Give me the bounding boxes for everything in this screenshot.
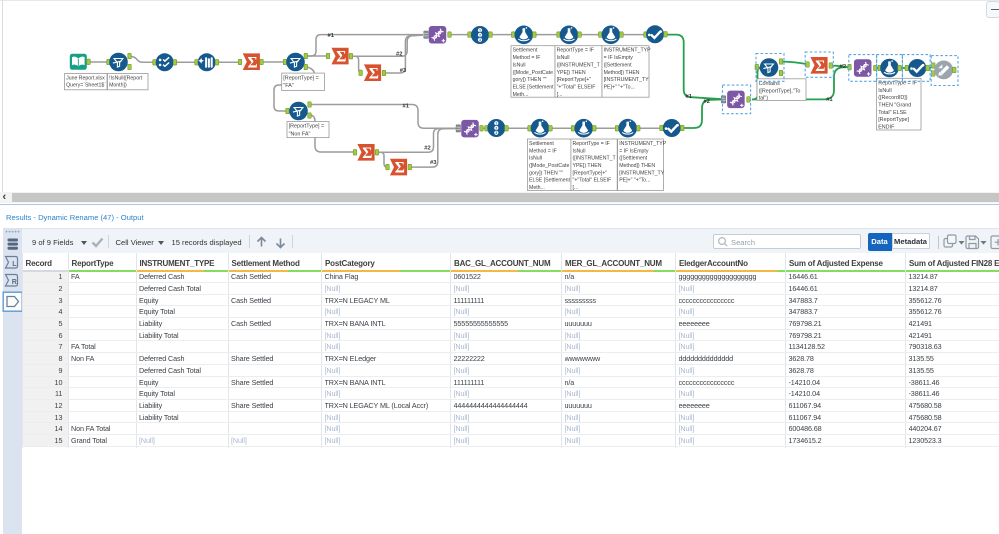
svg-text:YPE]) THEN: YPE]) THEN — [573, 163, 602, 169]
svg-text:IsNull: IsNull — [878, 88, 891, 94]
svg-text:ReportType = IF: ReportType = IF — [573, 141, 610, 147]
svg-text:= IF IsEmpty: = IF IsEmpty — [604, 55, 634, 61]
svg-text:[ReportType] =: [ReportType] = — [283, 75, 319, 81]
svg-text:Method]) THEN: Method]) THEN — [604, 70, 640, 76]
svg-text:ENDIF: ENDIF — [878, 125, 895, 131]
svg-text:Total" ELSE: Total" ELSE — [878, 110, 907, 116]
svg-text:[INSTRUMENT_TY: [INSTRUMENT_TY — [604, 77, 650, 83]
svg-text:#1: #1 — [686, 94, 693, 100]
svg-text:2: 2 — [495, 126, 497, 130]
svg-text:June Report.xlsx: June Report.xlsx — [66, 76, 105, 82]
svg-text:Method = IF: Method = IF — [529, 148, 557, 154]
svg-text:#1: #1 — [328, 33, 335, 39]
svg-text:#1: #1 — [826, 97, 833, 103]
svg-text:Method]) THEN: Method]) THEN — [619, 163, 655, 169]
svg-text:tal"): tal") — [759, 96, 769, 102]
svg-text:PE]+" "+"To...: PE]+" "+"To... — [604, 84, 635, 90]
svg-text:#2: #2 — [396, 51, 402, 57]
svg-text:IsNull: IsNull — [529, 156, 542, 162]
svg-text:"FA": "FA" — [283, 83, 294, 89]
svg-text:IsNull: IsNull — [513, 62, 526, 68]
svg-text:[INSTRUMENT_TY: [INSTRUMENT_TY — [619, 170, 665, 176]
svg-text:3: 3 — [495, 131, 497, 135]
svg-text:([RecordID]): ([RecordID]) — [878, 95, 908, 101]
svg-text:[ReportType] =: [ReportType] = — [289, 124, 325, 130]
svg-text:"+"Total" ELSEIF: "+"Total" ELSEIF — [557, 84, 596, 90]
svg-text:Meth...: Meth... — [513, 92, 529, 98]
svg-text:"Non FA": "Non FA" — [289, 131, 311, 137]
svg-text:[...: [... — [557, 92, 563, 98]
svg-text:1: 1 — [495, 122, 497, 126]
svg-text:R: R — [12, 279, 17, 286]
svg-text:[ReportType]: [ReportType] — [878, 117, 909, 123]
svg-text:YPE]) THEN: YPE]) THEN — [557, 70, 586, 76]
svg-text:[ReportType]+": [ReportType]+" — [557, 77, 592, 83]
svg-text:#2: #2 — [424, 146, 430, 152]
svg-text:L: L — [12, 261, 17, 268]
svg-text:3: 3 — [479, 38, 481, 42]
svg-text:Σ: Σ — [815, 58, 825, 75]
svg-text:gory]) THEN "": gory]) THEN "" — [529, 170, 563, 176]
svg-text:([Mode_PostCate: ([Mode_PostCate — [513, 70, 553, 76]
svg-text:"+"Total" ELSEIF: "+"Total" ELSEIF — [573, 178, 612, 184]
svg-text:([Mode_PostCate: ([Mode_PostCate — [529, 163, 569, 169]
svg-text:ELSE [Settlement: ELSE [Settlement — [513, 84, 555, 90]
svg-text:1: 1 — [479, 29, 481, 33]
svg-text:ELSE [Settlement: ELSE [Settlement — [529, 178, 571, 184]
svg-text:Settlement: Settlement — [529, 141, 554, 147]
svg-text:INSTRUMENT_TYP: INSTRUMENT_TYP — [604, 48, 652, 54]
svg-text:Σ: Σ — [248, 54, 258, 71]
svg-text:Method = IF: Method = IF — [513, 55, 541, 61]
svg-text:Σ: Σ — [362, 145, 372, 162]
svg-text:Month]): Month]) — [109, 83, 127, 89]
svg-text:gory]) THEN "": gory]) THEN "" — [513, 77, 547, 83]
svg-text:Σ: Σ — [395, 160, 405, 177]
svg-text:Σ: Σ — [369, 65, 379, 82]
svg-text:= IF IsEmpty: = IF IsEmpty — [619, 148, 649, 154]
svg-text:INSTRUMENT_TYP: INSTRUMENT_TYP — [619, 141, 667, 147]
svg-text:Σ: Σ — [336, 49, 346, 66]
svg-text:([Settlement: ([Settlement — [619, 156, 648, 162]
svg-text:Contains: Contains — [759, 81, 781, 87]
svg-text:#2: #2 — [704, 99, 710, 105]
svg-text:#1: #1 — [403, 104, 410, 110]
svg-text:PE]+" "+"To...: PE]+" "+"To... — [619, 178, 650, 184]
svg-text:ReportType = IF: ReportType = IF — [557, 48, 594, 54]
svg-text:ReportType = IF: ReportType = IF — [878, 81, 918, 87]
svg-text:!IsNull([Report: !IsNull([Report — [109, 76, 143, 82]
svg-text:2: 2 — [479, 33, 481, 37]
svg-text:#3: #3 — [400, 68, 407, 74]
svg-text:([Settlement: ([Settlement — [604, 62, 633, 68]
svg-text:([INSTRUMENT_T: ([INSTRUMENT_T — [557, 62, 601, 68]
svg-text:Settlement: Settlement — [513, 48, 538, 54]
svg-text:[...: [... — [573, 185, 579, 191]
svg-text:([ReportType],"To: ([ReportType],"To — [759, 88, 801, 94]
svg-text:[ReportType]+": [ReportType]+" — [573, 170, 608, 176]
svg-text:IsNull: IsNull — [557, 55, 570, 61]
svg-text:#2: #2 — [840, 64, 846, 70]
svg-text:Meth...: Meth... — [529, 185, 545, 191]
svg-text:([INSTRUMENT_T: ([INSTRUMENT_T — [573, 156, 617, 162]
svg-text:THEN "Grand: THEN "Grand — [878, 103, 911, 109]
svg-text:#3: #3 — [430, 160, 437, 166]
svg-text:IsNull: IsNull — [573, 148, 586, 154]
svg-text:Query=`Sheet1$`: Query=`Sheet1$` — [66, 83, 106, 89]
